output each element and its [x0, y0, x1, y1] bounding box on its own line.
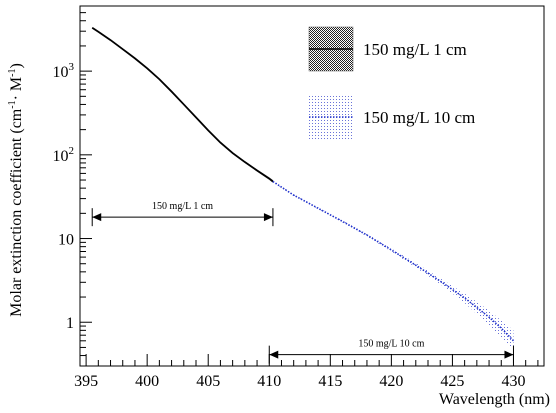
- range-annotation-label: 150 mg/L 1 cm: [152, 201, 213, 212]
- y-tick-label: 103: [53, 61, 75, 81]
- band-series-2: [272, 180, 514, 350]
- band-series-1: [92, 27, 273, 184]
- x-tick-label: 400: [135, 373, 159, 390]
- legend-entry-1cm: 150 mg/L 1 cm: [308, 26, 467, 72]
- series-line-1: [91, 26, 274, 183]
- legend-label-10cm: 150 mg/L 10 cm: [363, 108, 475, 127]
- range-arrow-head-right: [504, 350, 514, 359]
- x-tick-label: 410: [257, 373, 281, 390]
- y-tick-label: 10: [58, 232, 74, 249]
- x-tick-label: 425: [440, 373, 464, 390]
- y-tick-label: 102: [53, 145, 75, 165]
- y-axis-label: Molar extinction coefficient (cm-1· M-1): [7, 63, 25, 317]
- y-axis-label-sup1: -1: [7, 100, 18, 108]
- y-axis-label-end: ): [8, 63, 25, 68]
- x-tick-label: 395: [74, 373, 98, 390]
- plot-frame-box: [79, 5, 545, 367]
- y-axis-label-main: Molar extinction coefficient (cm: [8, 108, 25, 317]
- series-line-2: [272, 180, 515, 342]
- y-tick-label: 1: [66, 315, 74, 332]
- x-tick-label: 420: [379, 373, 403, 390]
- y-axis-label-mid: · M: [8, 77, 25, 101]
- x-tick-label: 430: [501, 373, 525, 390]
- range-annotations: 150 mg/L 1 cm 150 mg/L 10 cm: [91, 201, 514, 364]
- range-annotation-1: 150 mg/L 1 cm: [91, 201, 274, 227]
- range-annotation-label: 150 mg/L 10 cm: [358, 339, 424, 350]
- legend-label-1cm: 150 mg/L 1 cm: [363, 40, 467, 59]
- y-axis-label-sup2: -1: [7, 69, 18, 77]
- series-lines: [91, 26, 515, 342]
- x-axis-ticks: 395 400 405 410 415 420 425 430: [74, 354, 539, 390]
- x-axis-label: Wavelength (nm): [439, 391, 550, 408]
- x-tick-label: 415: [318, 373, 342, 390]
- plot-frame: [79, 5, 545, 367]
- range-arrow-head-right: [263, 213, 273, 222]
- x-tick-label: 405: [196, 373, 220, 390]
- legend: 150 mg/L 1 cm 150 mg/L 10 cm: [308, 26, 475, 139]
- legend-entry-10cm: 150 mg/L 10 cm: [309, 95, 475, 139]
- range-arrow-head-left: [92, 213, 102, 222]
- range-arrow-head-left: [269, 350, 279, 359]
